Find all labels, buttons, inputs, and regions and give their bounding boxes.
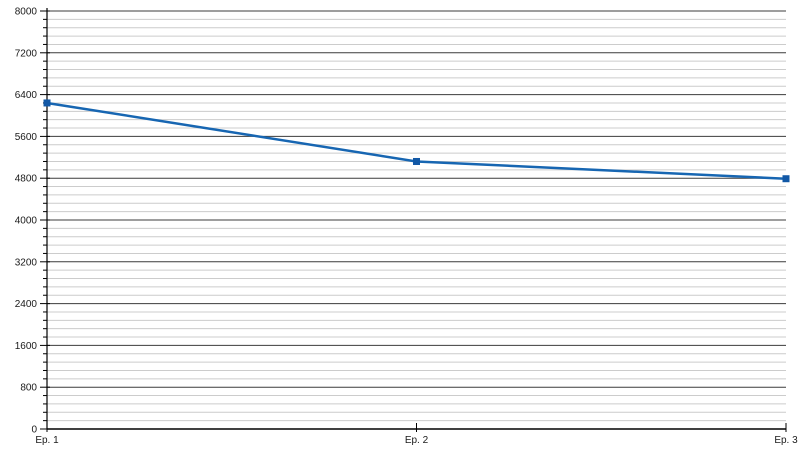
y-axis-tick-label: 1600	[15, 341, 38, 352]
series-line	[46, 101, 787, 180]
x-axis-tick-label: Ep. 3	[774, 435, 798, 446]
y-axis-tick-label: 3200	[15, 257, 38, 268]
y-axis-tick-label: 6400	[15, 90, 38, 101]
data-point-marker[interactable]	[782, 175, 790, 183]
y-axis-tick-label: 5600	[15, 132, 38, 143]
x-axis-tick-label: Ep. 2	[405, 435, 429, 446]
y-axis-tick-label: 7200	[15, 48, 38, 59]
y-axis-tick-label: 2400	[15, 299, 38, 310]
x-axis-tick-label: Ep. 1	[35, 435, 59, 446]
data-point-marker[interactable]	[413, 157, 420, 165]
y-axis-tick-label: 800	[20, 383, 37, 394]
y-axis-tick-label: 4000	[15, 216, 38, 227]
data-point-marker[interactable]	[43, 99, 51, 107]
y-axis-tick-label: 8000	[15, 7, 38, 18]
y-axis-tick-label: 4800	[15, 174, 38, 185]
y-axis-tick-label: 0	[31, 425, 37, 436]
